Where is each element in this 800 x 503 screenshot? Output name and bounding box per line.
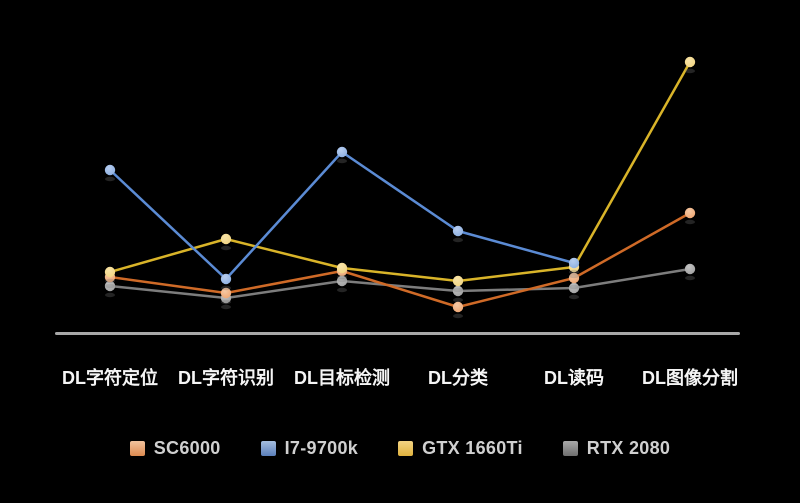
legend-swatch	[562, 441, 578, 456]
legend-label: SC6000	[153, 438, 221, 458]
legend-swatch	[129, 441, 145, 456]
marker-shadow	[221, 299, 231, 305]
series-RTX 2080	[104, 263, 696, 310]
data-point	[452, 285, 464, 297]
x-axis-line	[55, 332, 740, 335]
data-point	[452, 225, 464, 237]
data-point	[336, 262, 348, 274]
data-point	[220, 287, 232, 299]
category-label: DL字符识别	[178, 367, 274, 388]
legend-swatch	[260, 441, 276, 456]
marker-shadow	[453, 237, 463, 243]
legend-label: RTX 2080	[586, 438, 671, 458]
data-point	[220, 273, 232, 285]
legend-swatch	[398, 441, 414, 456]
data-point	[104, 164, 116, 176]
marker-shadow	[337, 274, 347, 280]
marker-shadow	[569, 294, 579, 300]
marker-shadow	[685, 68, 695, 74]
legend-label: I7-9700k	[284, 438, 359, 458]
data-point	[336, 146, 348, 158]
marker-shadow	[337, 158, 347, 164]
data-point	[104, 280, 116, 292]
marker-shadow	[221, 245, 231, 251]
data-point	[568, 282, 580, 294]
marker-shadow	[569, 284, 579, 290]
marker-shadow	[221, 285, 231, 291]
data-point	[684, 207, 696, 219]
legend-label: GTX 1660Ti	[422, 438, 523, 458]
data-point	[568, 257, 580, 269]
series-line	[109, 61, 692, 283]
legend-item-RTX 2080: RTX 2080	[562, 438, 671, 459]
legend-item-SC6000: SC6000	[129, 438, 221, 459]
data-point	[220, 233, 232, 245]
marker-shadow	[105, 278, 115, 284]
series-I7-9700k	[104, 146, 580, 291]
marker-shadow	[105, 292, 115, 298]
series-line	[109, 267, 691, 300]
data-point	[568, 272, 580, 284]
marker-shadow	[337, 277, 347, 283]
category-label: DL读码	[544, 367, 604, 388]
data-point	[684, 56, 696, 68]
series-SC6000	[104, 207, 696, 319]
marker-shadow	[337, 287, 347, 293]
data-point	[684, 263, 696, 275]
category-label: DL目标检测	[294, 367, 390, 388]
marker-shadow	[569, 273, 579, 279]
series-line	[109, 150, 575, 281]
marker-shadow	[105, 283, 115, 289]
series-GTX 1660Ti	[104, 56, 696, 293]
legend-item-I7-9700k: I7-9700k	[260, 438, 359, 459]
plot-area	[104, 56, 696, 319]
data-point	[336, 275, 348, 287]
data-point	[104, 266, 116, 278]
marker-shadow	[685, 275, 695, 281]
data-point	[452, 301, 464, 313]
legend-item-GTX 1660Ti: GTX 1660Ti	[398, 438, 523, 459]
marker-shadow	[453, 287, 463, 293]
series-line	[109, 211, 691, 309]
marker-shadow	[569, 269, 579, 275]
marker-shadow	[105, 176, 115, 182]
x-axis-labels: DL字符定位 DL字符识别 DL目标检测 DL分类 DL读码 DL图像分割	[62, 367, 738, 388]
marker-shadow	[453, 297, 463, 303]
category-label: DL分类	[428, 367, 489, 388]
category-label: DL字符定位	[62, 367, 158, 388]
data-point	[452, 275, 464, 287]
marker-shadow	[221, 304, 231, 310]
legend: SC6000 I7-9700k GTX 1660Ti RTX 2080	[0, 438, 800, 459]
line-chart: DL字符定位 DL字符识别 DL目标检测 DL分类 DL读码 DL图像分割	[55, 56, 740, 388]
marker-shadow	[453, 313, 463, 319]
category-label: DL图像分割	[642, 367, 738, 388]
marker-shadow	[685, 219, 695, 225]
